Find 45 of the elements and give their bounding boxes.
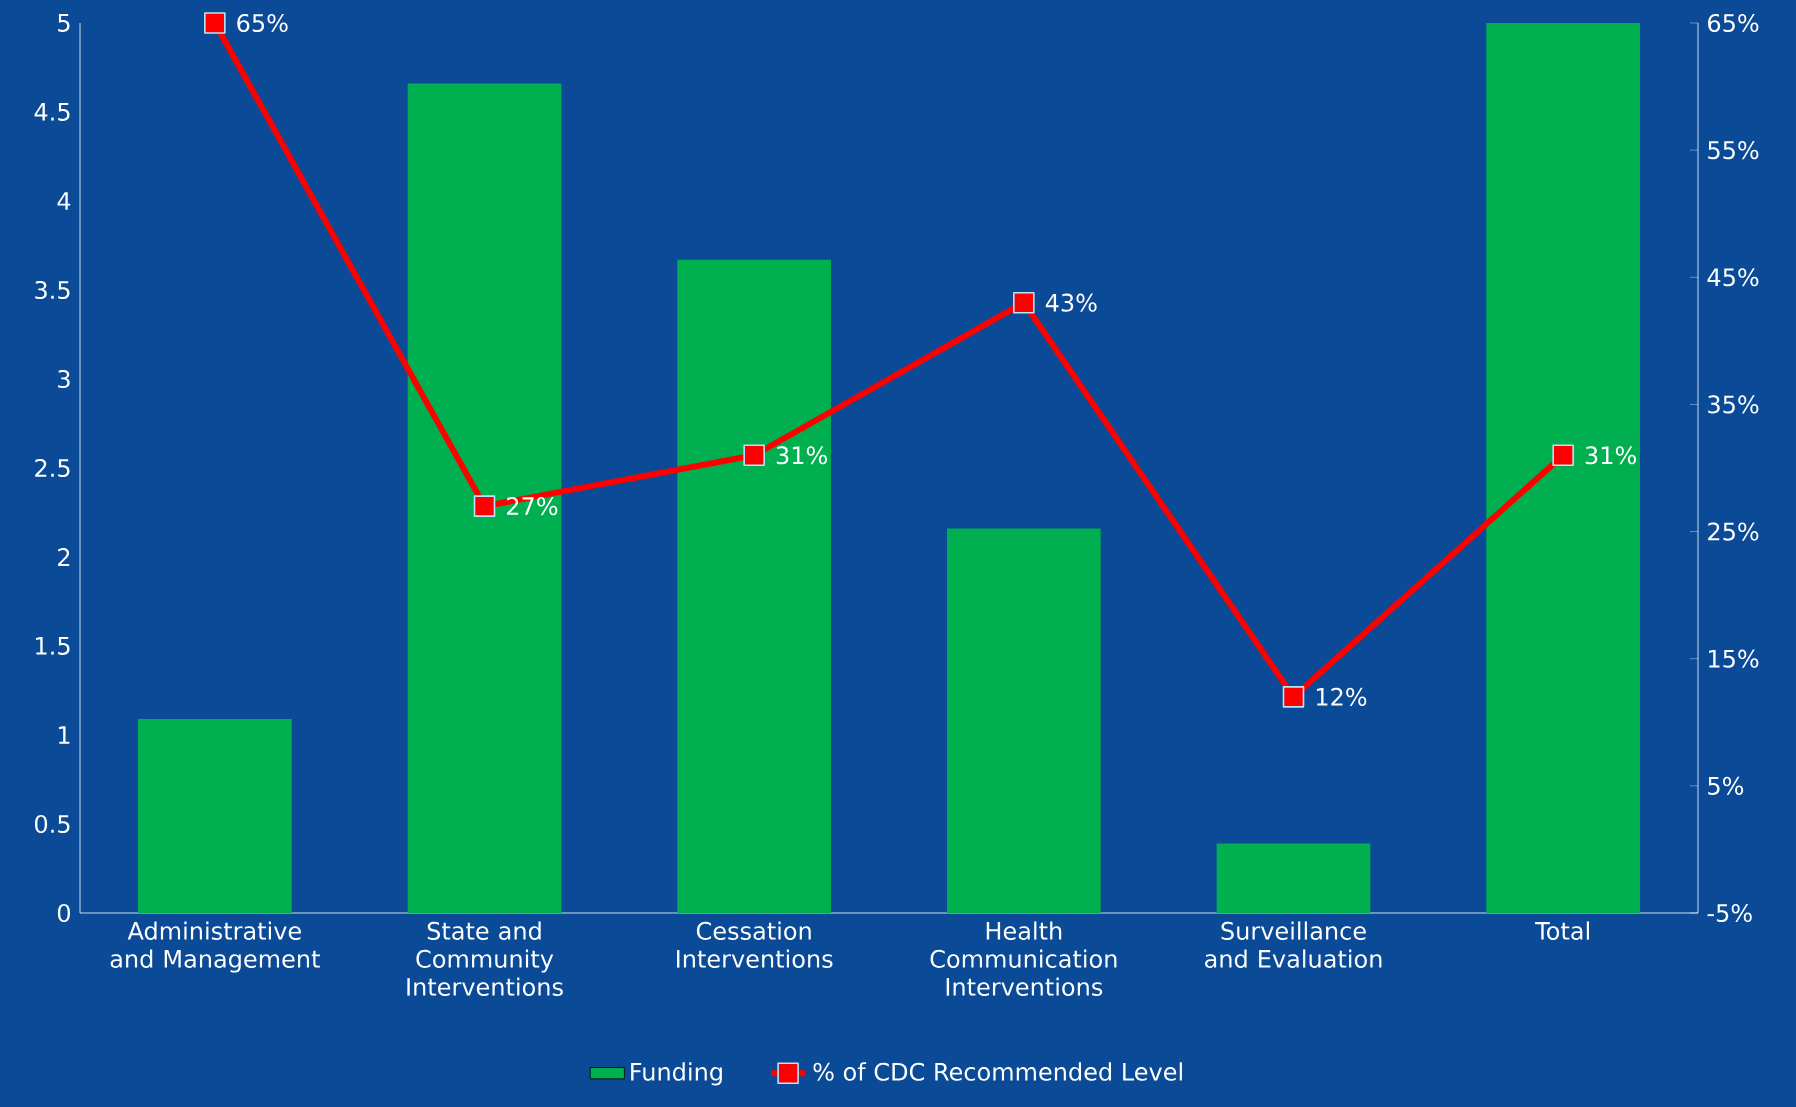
y-tick-label: 4.5 xyxy=(34,103,70,121)
data-label: 65% xyxy=(237,13,288,33)
y2-tick-label: 35% xyxy=(1708,395,1759,414)
data-label: 12% xyxy=(1316,687,1367,706)
y2-tick-label: -5% xyxy=(1707,903,1752,923)
point xyxy=(1013,291,1035,314)
y-tick-label: 2 xyxy=(58,548,70,566)
y-tick-label: 3 xyxy=(58,369,70,389)
y-tick-label: 1 xyxy=(58,726,70,744)
data-label: 27% xyxy=(507,497,558,516)
bar xyxy=(1216,843,1371,913)
x-tick-label: State and Community Interventions xyxy=(407,921,563,996)
y2-tick-label: 55% xyxy=(1708,141,1759,160)
bar xyxy=(946,528,1101,913)
data-label: 31% xyxy=(1585,446,1636,465)
y-tick-label: 0 xyxy=(57,903,71,923)
legend-label: Funding xyxy=(631,1062,722,1086)
x-tick-label: Administrative and Management xyxy=(110,921,320,973)
point xyxy=(473,495,496,517)
y-tick-label: 0.5 xyxy=(35,814,70,834)
x-tick-label: Total xyxy=(1535,921,1589,940)
y2-tick-label: 25% xyxy=(1708,522,1759,541)
point xyxy=(1552,444,1574,467)
y-tick-label: 5 xyxy=(58,14,70,32)
y2-tick-label: 65% xyxy=(1708,13,1759,33)
point xyxy=(743,444,765,467)
x-tick-label: Cessation Interventions xyxy=(677,921,833,968)
y2-tick-label: 15% xyxy=(1709,649,1759,668)
y2-tick-label: 45% xyxy=(1707,268,1759,287)
bar xyxy=(137,718,292,913)
y2-tick-label: 5% xyxy=(1708,776,1744,795)
data-label: 31% xyxy=(776,446,827,465)
point xyxy=(1282,686,1305,708)
y-tick-label: 1.5 xyxy=(36,637,70,655)
bar xyxy=(407,83,562,913)
y-tick-label: 2.5 xyxy=(35,458,70,478)
x-tick-label: Health Communication Interventions xyxy=(930,921,1117,996)
data-label: 43% xyxy=(1045,293,1097,312)
legend-label: % of CDC Recommended Level xyxy=(813,1062,1182,1081)
y-tick-label: 3.5 xyxy=(35,280,70,300)
y-tick-label: 4 xyxy=(57,192,71,210)
x-tick-label: Surveillance and Evaluation xyxy=(1205,921,1382,968)
bar xyxy=(1486,22,1641,913)
bar xyxy=(677,259,832,913)
point xyxy=(204,12,226,34)
